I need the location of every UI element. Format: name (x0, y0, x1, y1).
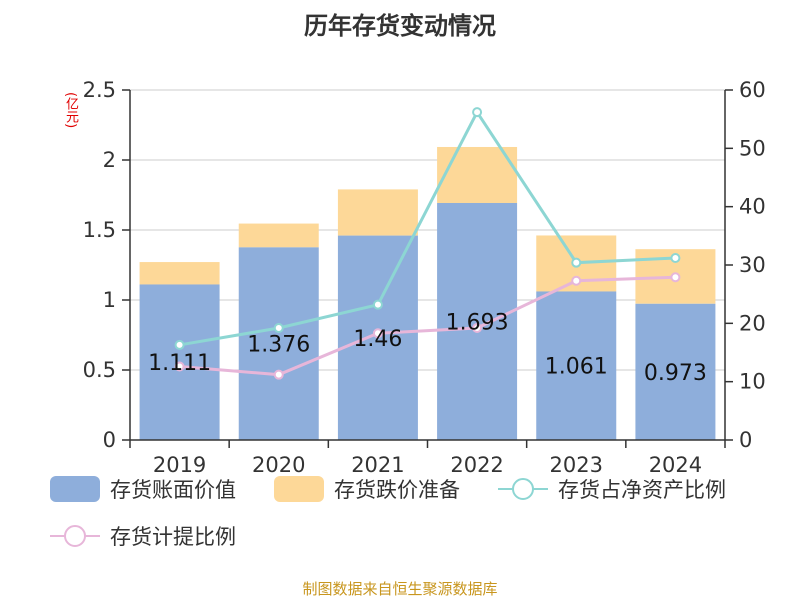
legend-swatch-impairment (274, 476, 324, 502)
bar-impairment (139, 262, 220, 285)
series-ratio-net-assets-point (670, 253, 681, 263)
y-tick-label-left: 0.5 (83, 358, 116, 382)
legend-item-book-value[interactable]: 存货账面价值 (50, 474, 236, 504)
data-label-book-value: 1.061 (545, 355, 608, 380)
legend-item-provision-ratio[interactable]: 存货计提比例 (50, 521, 236, 551)
series-ratio-net-assets-line (179, 109, 676, 347)
bar-book-value (238, 247, 319, 440)
y-tick-label-left: 1 (103, 288, 116, 312)
y-tick-label-right: 60 (739, 78, 766, 102)
series-ratio-net-assets-point (571, 257, 582, 268)
legend-label-impairment: 存货跌价准备 (334, 478, 460, 502)
data-label-book-value: 1.111 (148, 351, 211, 376)
x-tick-label: 2022 (450, 453, 503, 477)
y-tick-label-right: 20 (739, 311, 766, 335)
series-ratio-net-assets-point (174, 339, 185, 350)
bar-book-value (635, 303, 716, 440)
y-tick-label-right: 10 (739, 370, 766, 394)
bar-impairment (437, 146, 518, 203)
y-tick-label-left: 2.5 (83, 78, 116, 102)
y-tick-label-right: 50 (739, 136, 766, 160)
series-ratio-net-assets-point (372, 299, 383, 310)
data-label-book-value: 1.376 (247, 333, 310, 358)
source-note: 制图数据来自恒生聚源数据库 (302, 580, 498, 598)
series-provision-ratio-line (179, 275, 676, 377)
legend-label-book-value: 存货账面价值 (110, 478, 236, 502)
y-tick-label-right: 0 (739, 428, 752, 452)
x-tick-label: 2020 (252, 453, 305, 477)
series-provision-ratio-point (571, 275, 582, 286)
legend-item-impairment[interactable]: 存货跌价准备 (274, 474, 460, 504)
y-tick-label-left: 2 (103, 148, 116, 172)
y-tick-label-left: 1.5 (83, 218, 116, 242)
legend-item-ratio-net-assets[interactable]: 存货占净资产比例 (498, 474, 726, 504)
data-label-book-value: 1.46 (353, 327, 402, 352)
y-tick-label-left: 0 (103, 428, 116, 452)
series-ratio-net-assets-point (273, 323, 284, 333)
x-tick-label: 2024 (649, 453, 702, 477)
bar-book-value (437, 202, 518, 440)
series-ratio-net-assets-point (472, 107, 483, 118)
series-provision-ratio-point (472, 323, 483, 333)
legend-swatch-provision-ratio (50, 525, 100, 547)
bar-book-value (536, 291, 617, 440)
x-tick-label: 2019 (153, 453, 206, 477)
bar-impairment (238, 223, 319, 248)
data-label-book-value: 1.693 (446, 310, 509, 335)
y-tick-label-right: 40 (739, 195, 766, 219)
bar-impairment (337, 189, 418, 236)
x-tick-label: 2023 (550, 453, 603, 477)
legend-swatch-ratio-net-assets (498, 478, 548, 500)
y-tick-label-right: 30 (739, 253, 766, 277)
x-tick-label: 2021 (351, 453, 404, 477)
legend-label-provision-ratio: 存货计提比例 (110, 525, 236, 549)
data-label-book-value: 0.973 (644, 361, 707, 386)
chart-title: 历年存货变动情况 (304, 12, 496, 40)
left-axis-unit-label: (亿元) (63, 92, 78, 129)
legend-swatch-book-value (50, 476, 100, 502)
series-provision-ratio-point (372, 328, 383, 339)
legend-label-ratio-net-assets: 存货占净资产比例 (558, 478, 726, 502)
series-provision-ratio-point (174, 361, 185, 372)
series-provision-ratio-point (273, 369, 284, 380)
series-provision-ratio-point (670, 272, 681, 283)
